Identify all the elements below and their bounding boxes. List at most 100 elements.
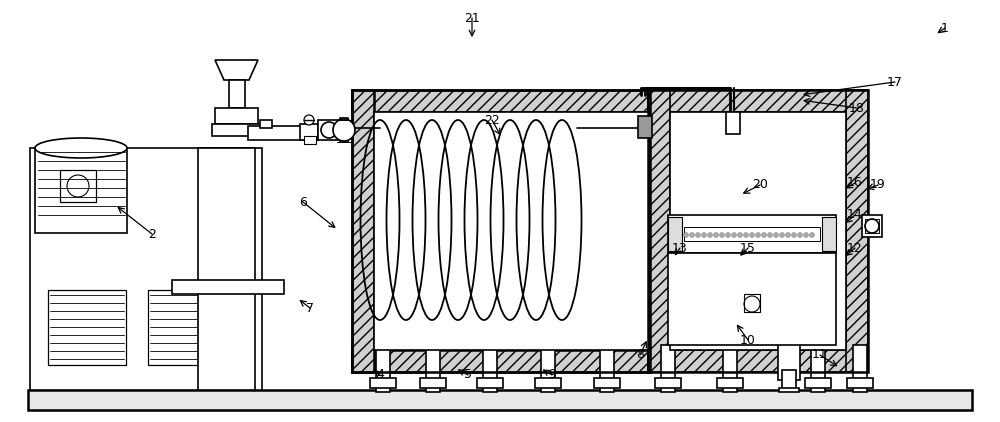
Circle shape (738, 233, 742, 238)
Bar (229, 80, 245, 108)
Bar (773, 318, 805, 328)
Circle shape (726, 233, 730, 238)
Text: 10: 10 (740, 333, 756, 346)
Text: 13: 13 (672, 241, 688, 254)
Bar (594, 378, 620, 388)
Bar (782, 370, 796, 390)
Bar (638, 116, 652, 138)
Bar (853, 345, 867, 392)
Text: 20: 20 (752, 179, 768, 192)
Circle shape (708, 233, 712, 238)
Bar (541, 345, 555, 392)
Text: 21: 21 (464, 11, 480, 24)
Bar (668, 217, 682, 251)
Bar (148, 290, 226, 365)
Bar (723, 345, 737, 392)
Bar (260, 120, 272, 128)
Bar (865, 219, 879, 233)
Bar (374, 112, 650, 350)
Text: 22: 22 (484, 114, 500, 127)
Bar (847, 378, 873, 388)
Text: 5: 5 (464, 368, 472, 381)
Circle shape (768, 233, 772, 238)
Circle shape (762, 233, 767, 238)
Bar (483, 345, 497, 392)
Bar (779, 388, 799, 392)
Bar (376, 345, 390, 392)
Bar (535, 378, 561, 388)
Bar (215, 108, 258, 124)
Polygon shape (215, 60, 258, 80)
Bar (648, 90, 868, 112)
Circle shape (732, 233, 736, 238)
Circle shape (798, 233, 802, 238)
Bar (172, 280, 284, 294)
Circle shape (810, 233, 814, 238)
Bar (477, 378, 503, 388)
Circle shape (333, 119, 355, 141)
Bar (212, 124, 261, 136)
Bar (668, 215, 836, 253)
Bar (48, 290, 126, 365)
Bar (352, 350, 650, 372)
Text: 19: 19 (870, 179, 886, 192)
Circle shape (304, 115, 314, 125)
Bar (778, 325, 800, 380)
Circle shape (804, 233, 808, 238)
Bar (352, 90, 650, 112)
Text: 16: 16 (847, 176, 863, 189)
Bar (726, 112, 740, 134)
Bar (60, 170, 96, 202)
Bar (655, 378, 681, 388)
Text: 2: 2 (148, 227, 156, 241)
Bar (370, 378, 396, 388)
Circle shape (321, 122, 337, 138)
Bar (300, 124, 318, 140)
Bar (805, 378, 831, 388)
Bar (670, 112, 846, 350)
Text: 18: 18 (849, 102, 865, 114)
Bar (352, 90, 650, 372)
Circle shape (714, 233, 718, 238)
Circle shape (786, 233, 790, 238)
Circle shape (744, 233, 748, 238)
Text: 12: 12 (847, 241, 863, 254)
Bar (811, 345, 825, 392)
Circle shape (756, 233, 761, 238)
Bar (684, 227, 820, 241)
Circle shape (684, 233, 688, 238)
Bar (426, 345, 440, 392)
Circle shape (750, 233, 755, 238)
Bar (352, 90, 374, 372)
Circle shape (774, 233, 778, 238)
Text: 7: 7 (306, 301, 314, 314)
Bar (648, 90, 670, 372)
Bar (28, 390, 972, 410)
Bar (340, 118, 348, 142)
Bar (862, 215, 882, 237)
Circle shape (696, 233, 700, 238)
Circle shape (865, 219, 879, 233)
Bar (846, 90, 868, 372)
Text: 15: 15 (740, 241, 756, 254)
Bar (744, 294, 760, 312)
Bar (648, 350, 868, 372)
Bar (35, 148, 127, 233)
Text: 8: 8 (636, 349, 644, 362)
Text: 1: 1 (941, 22, 949, 35)
Circle shape (780, 233, 784, 238)
Bar (822, 217, 836, 251)
Text: 6: 6 (299, 195, 307, 208)
Text: 9: 9 (548, 368, 556, 381)
Text: 17: 17 (887, 76, 903, 89)
Bar (661, 345, 675, 392)
Bar (420, 378, 446, 388)
Circle shape (702, 233, 706, 238)
Text: 4: 4 (376, 368, 384, 381)
Ellipse shape (35, 138, 127, 158)
Bar (668, 253, 836, 345)
Circle shape (792, 233, 796, 238)
Bar (30, 148, 262, 390)
Circle shape (690, 233, 694, 238)
Bar (304, 136, 316, 144)
